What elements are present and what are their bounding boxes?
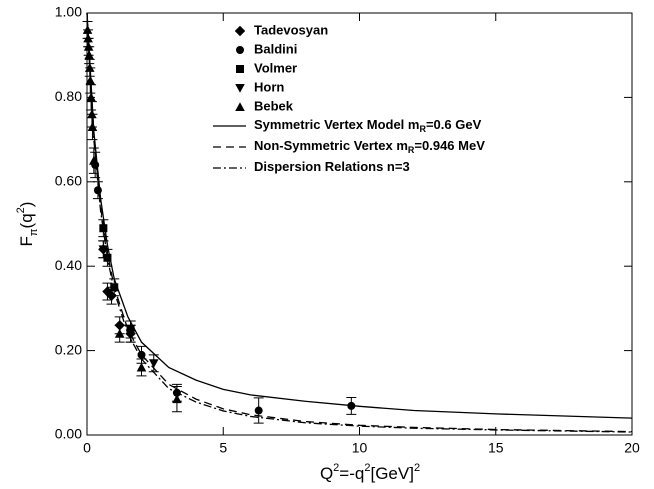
legend-marker — [236, 65, 244, 73]
legend-label: Baldini — [254, 41, 297, 56]
x-axis-label: Q2=-q2[GeV]2 — [320, 462, 420, 484]
data-point — [137, 350, 146, 359]
data-point — [98, 245, 109, 255]
legend-label-part: Non-Symmetric Vertex m — [254, 138, 408, 153]
legend-label: Tadevosyan — [254, 22, 328, 37]
legend-marker — [235, 102, 245, 111]
data-point — [136, 362, 147, 372]
plot-frame — [86, 12, 633, 436]
legend-marker — [236, 46, 244, 54]
y-tick-label: 0.80 — [55, 88, 82, 104]
data-point — [84, 50, 94, 60]
data-point — [99, 224, 108, 233]
y-label-part: (q — [17, 213, 36, 228]
data-point — [148, 359, 159, 369]
data-point — [93, 186, 102, 195]
x-tick-label: 5 — [219, 440, 227, 456]
y-label-part: ) — [17, 202, 36, 208]
y-label-part: F — [17, 236, 36, 246]
y-tick-label: 0.00 — [55, 426, 82, 442]
data-point — [347, 401, 356, 410]
data-point — [172, 394, 182, 404]
legend-label-part: =0.946 MeV — [414, 138, 485, 153]
legend-label-part: Symmetric Vertex Model m — [254, 117, 419, 132]
legend-marker — [234, 25, 246, 37]
x-label-part: [GeV] — [370, 464, 413, 483]
y-tick-label: 1.00 — [55, 4, 82, 20]
legend-marker — [235, 84, 245, 93]
y-axis-label: Fπ(q2) — [15, 202, 40, 247]
x-label-sup: 2 — [414, 462, 420, 474]
legend-label-part: Dispersion Relations n=3 — [254, 159, 410, 174]
data-point — [114, 328, 125, 338]
x-label-part: =-q — [339, 464, 364, 483]
x-label-sup: 2 — [333, 462, 339, 474]
model-curve — [86, 12, 633, 433]
data-point — [125, 329, 136, 339]
legend-label-part: R — [408, 145, 415, 155]
data-point — [85, 75, 96, 85]
y-label-sup: 2 — [15, 207, 27, 213]
x-tick-label: 0 — [83, 440, 91, 456]
x-tick-label: 10 — [352, 440, 368, 456]
legend-label: Non-Symmetric Vertex mR=0.946 MeV — [254, 138, 485, 155]
legend-label-part: =0.6 GeV — [426, 117, 482, 132]
y-tick-label: 0.60 — [55, 173, 82, 189]
x-label-sup: 2 — [364, 462, 370, 474]
y-tick-label: 0.20 — [55, 341, 82, 357]
legend-label: Horn — [254, 79, 284, 94]
data-point — [87, 122, 98, 131]
legend-label: Dispersion Relations n=3 — [254, 159, 410, 174]
x-tick-label: 20 — [624, 440, 640, 456]
legend-label: Symmetric Vertex Model mR=0.6 GeV — [254, 117, 482, 134]
data-point — [254, 406, 263, 415]
x-tick-label: 15 — [488, 440, 504, 456]
data-point — [110, 283, 119, 292]
data-point — [86, 92, 96, 102]
legend-label-part: R — [419, 124, 426, 134]
model-curve — [86, 12, 633, 419]
model-curve — [86, 12, 633, 433]
y-label-sub: π — [28, 228, 40, 236]
legend-label: Volmer — [254, 60, 297, 75]
x-label-part: Q — [320, 464, 333, 483]
y-tick-label: 0.40 — [55, 257, 82, 273]
data-point — [89, 155, 99, 165]
legend-label: Bebek — [254, 98, 294, 113]
